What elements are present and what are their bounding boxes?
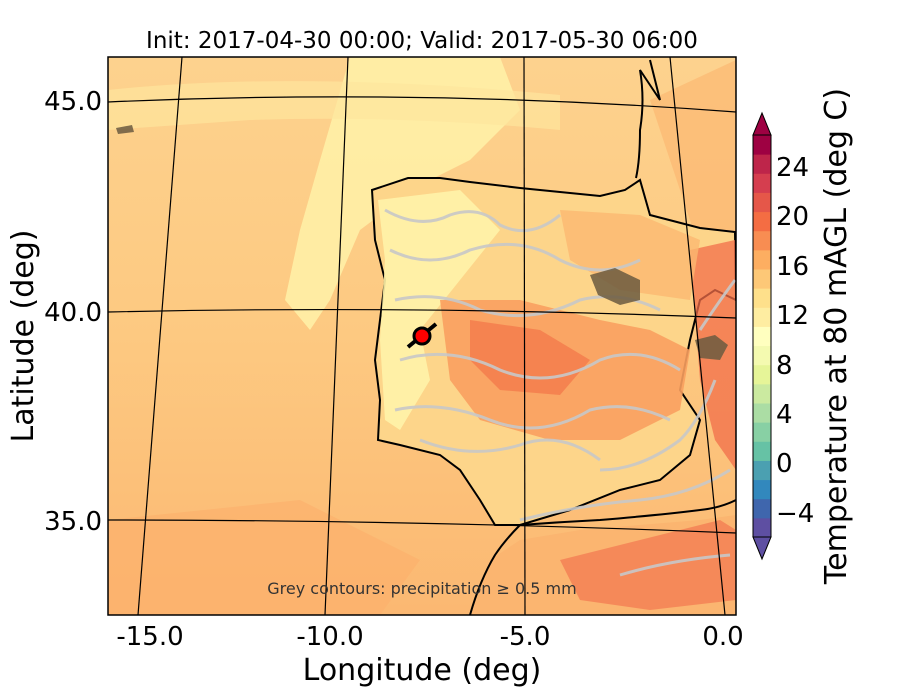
- colorbar-segment: [753, 479, 771, 500]
- colorbar-segment: [753, 326, 771, 347]
- africa-coast: [469, 499, 736, 615]
- terrain-patch-3: [116, 125, 134, 134]
- colorbar-segment: [753, 441, 771, 461]
- iberia-warm-north: [560, 210, 700, 300]
- colorbar-segment: [753, 517, 771, 538]
- colorbar-segment: [753, 249, 771, 270]
- x-ticks: -15.0 -10.0 -5.0 0.0: [116, 622, 743, 652]
- y-tick-label: 45.0: [44, 87, 102, 117]
- colorbar-ticks: 24 20 16 12 8 4 0 −4: [776, 153, 814, 529]
- colorbar-segment: [753, 135, 771, 155]
- colorbar-tick-label: 0: [776, 449, 793, 479]
- graticule: [108, 57, 736, 615]
- y-ticks: 45.0 40.0 35.0: [44, 87, 102, 537]
- colorbar-segment: [753, 211, 771, 232]
- meridian-m15: [137, 57, 183, 615]
- colorbar-segment: [753, 230, 771, 251]
- colorbar-extend-bottom: [752, 536, 772, 561]
- x-tick-label: -5.0: [500, 622, 551, 652]
- colorbar-segment: [753, 307, 771, 327]
- site-marker-dot: [412, 326, 432, 346]
- colorbar-segment: [753, 345, 771, 366]
- colorbar-tick-label: −4: [776, 499, 814, 529]
- parallel-45: [108, 96, 736, 113]
- parallel-40: [108, 308, 736, 319]
- colorbar-tick-label: 4: [776, 400, 793, 430]
- warm-patch-south: [108, 500, 420, 615]
- france-coast: [635, 59, 661, 179]
- terrain-patch-2: [695, 335, 728, 360]
- x-axis-label: Longitude (deg): [303, 653, 542, 688]
- colorbar-segment: [753, 269, 771, 289]
- map-panel: Grey contours: precipitation ≥ 0.5 mm: [108, 57, 736, 615]
- colorbar-segment: [753, 154, 771, 174]
- colorbar-label: Temperature at 80 mAGL (deg C): [819, 88, 854, 585]
- cool-band-north: [108, 81, 560, 130]
- plot-title: Init: 2017-04-30 00:00; Valid: 2017-05-3…: [146, 28, 698, 54]
- colorbar-tick-label: 8: [776, 351, 793, 381]
- meridian-m5: [523, 57, 526, 615]
- colorbar-tick-label: 24: [776, 153, 809, 183]
- colorbar-tick-label: 12: [776, 301, 809, 331]
- colorbar-segment: [753, 383, 771, 404]
- x-tick-label: -10.0: [296, 622, 363, 652]
- colorbar-frame: [752, 134, 772, 538]
- meridian-m10: [324, 57, 349, 615]
- meridian-0: [669, 57, 726, 615]
- parallel-35: [108, 519, 736, 534]
- site-marker: [406, 322, 438, 349]
- colorbar-extend-top: [752, 111, 772, 136]
- y-tick-label: 40.0: [44, 298, 102, 328]
- colorbar-segment: [753, 460, 771, 481]
- colorbar: 24 20 16 12 8 4 0 −4 Temperature at 80 m…: [752, 88, 854, 585]
- colorbar-segment: [753, 422, 771, 442]
- colorbar-segment: [753, 192, 771, 213]
- y-tick-label: 35.0: [44, 507, 102, 537]
- colorbar-segment: [753, 403, 771, 423]
- colorbar-segment: [753, 364, 771, 385]
- map-frame: [107, 56, 737, 616]
- colorbar-segment: [753, 498, 771, 519]
- x-tick-label: -15.0: [116, 622, 183, 652]
- colorbar-tick-label: 20: [776, 202, 809, 232]
- africa-hot: [560, 520, 736, 610]
- y-axis-label: Latitude (deg): [6, 230, 41, 443]
- precip-note: Grey contours: precipitation ≥ 0.5 mm: [267, 579, 576, 598]
- colorbar-tick-label: 16: [776, 252, 809, 282]
- precip-contours: [384, 208, 736, 577]
- colorbar-segment: [753, 288, 771, 308]
- x-tick-label: 0.0: [702, 622, 743, 652]
- colorbar-segments: [753, 135, 771, 538]
- colorbar-segment: [753, 173, 771, 193]
- terrain-patch-1: [590, 268, 640, 305]
